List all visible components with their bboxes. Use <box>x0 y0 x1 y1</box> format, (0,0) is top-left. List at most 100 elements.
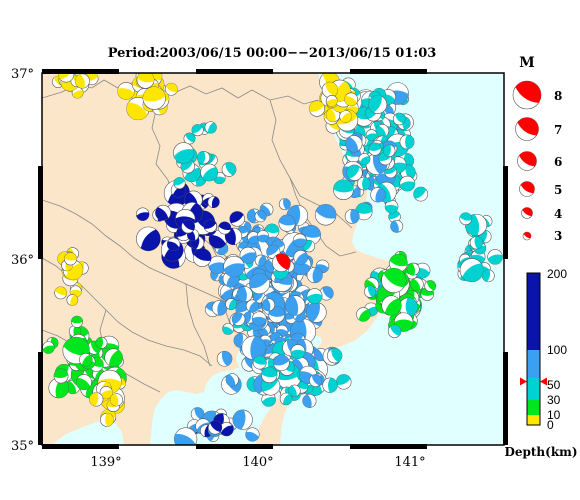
lon-tick-141: 141° <box>394 455 425 470</box>
depth-label-10: 10 <box>547 408 561 422</box>
focal-mechanism-event <box>66 294 79 306</box>
focal-mechanism-event <box>74 73 90 89</box>
focal-mechanism-event <box>370 187 386 203</box>
magnitude-label-8: 8 <box>554 89 562 103</box>
focal-mechanism-event <box>365 129 378 141</box>
lon-tick-139: 139° <box>90 455 121 470</box>
focal-mechanism-event <box>48 377 70 399</box>
focal-mechanism-event <box>54 286 68 300</box>
latitude-axis: 37° 36° 35° <box>11 67 34 454</box>
focal-mechanism-event <box>336 374 352 390</box>
focal-mechanism-event <box>155 204 171 221</box>
depth-scale-frame <box>526 272 541 426</box>
focal-mechanism-event <box>117 82 135 100</box>
focal-mechanism-event <box>308 100 325 117</box>
lon-tick-140: 140° <box>242 455 273 470</box>
depth-label-30: 30 <box>547 393 561 407</box>
focal-mechanism-event <box>208 255 227 275</box>
focal-mechanism-event <box>355 202 373 221</box>
focal-mechanism-event <box>256 230 270 243</box>
focal-mechanism-event <box>384 199 399 214</box>
map-frame-ticks <box>38 69 508 449</box>
focal-mechanism-event <box>79 353 93 367</box>
lat-tick-35: 35° <box>11 439 34 454</box>
focal-mechanism-event <box>364 285 377 298</box>
focal-mechanism-event <box>399 134 415 150</box>
focal-mechanism-event <box>399 175 416 192</box>
focal-mechanism-event <box>278 198 291 211</box>
focal-mechanism-event <box>368 95 388 114</box>
focal-mechanism-event <box>223 255 245 278</box>
focal-mechanism-event <box>345 135 363 153</box>
focal-mechanism-event <box>358 153 371 166</box>
focal-mechanism-event <box>216 351 233 367</box>
focal-mechanism-event <box>302 393 317 408</box>
focal-mechanism-event <box>382 144 396 157</box>
mainshock-depth-marker <box>520 377 547 386</box>
magnitude-label-7: 7 <box>554 123 562 137</box>
focal-mechanism-event <box>278 214 296 232</box>
focal-mechanism-event <box>459 212 473 226</box>
focal-mechanism-event <box>314 204 337 226</box>
map-panel <box>38 69 508 449</box>
focal-mechanism-event <box>109 393 124 407</box>
focal-mechanism-event <box>207 196 220 209</box>
focal-mechanism-event <box>249 273 270 295</box>
magnitude-legend-title: M <box>519 55 535 71</box>
focal-mechanism-event <box>357 176 371 191</box>
magnitude-label-4: 4 <box>554 207 562 221</box>
focal-mechanism-event <box>261 366 278 384</box>
focal-mechanism-event <box>53 368 69 384</box>
focal-mechanism-event <box>208 229 228 249</box>
focal-mechanism-event <box>174 427 198 445</box>
focal-mechanism-event <box>424 280 437 292</box>
focal-mechanism-event <box>241 335 266 361</box>
focal-mechanism-event <box>245 427 260 442</box>
depth-color-scale: 200 100 50 30 10 0 Depth(km) <box>504 267 577 459</box>
focal-mechanism-event <box>268 306 286 324</box>
depth-label-50: 50 <box>547 378 561 392</box>
focal-mechanism-event <box>232 409 253 430</box>
focal-mechanism-event <box>279 392 293 406</box>
focal-mechanism-event <box>356 307 371 322</box>
magnitude-label-6: 6 <box>554 155 562 169</box>
depth-band <box>527 273 540 350</box>
figure-title: Period:2003/06/15 00:00−−2013/06/15 01:0… <box>108 46 437 61</box>
focal-mechanism-event <box>406 262 420 276</box>
focal-mechanism-event <box>459 258 484 283</box>
depth-scale-title: Depth(km) <box>504 445 577 459</box>
magnitude-legend: M 8 7 6 5 4 3 <box>512 55 562 243</box>
focal-mechanism-event <box>99 385 113 400</box>
focal-mechanism-event <box>104 348 123 367</box>
focal-mechanism-event <box>136 73 155 89</box>
focal-mechanism-event <box>325 95 338 107</box>
focal-mechanism-event <box>225 373 239 387</box>
focal-mechanism-event <box>389 253 408 273</box>
focal-mechanism-event <box>327 348 343 364</box>
focal-mechanism-event <box>135 207 150 221</box>
focal-mechanism-event <box>306 267 323 284</box>
focal-mechanism-event <box>239 246 257 264</box>
focal-mechanism-event <box>288 384 301 397</box>
focal-mechanism-event <box>42 341 55 354</box>
focal-mechanism-event <box>344 92 358 107</box>
focal-mechanism-event <box>306 288 323 305</box>
focal-mechanism-event <box>392 112 406 126</box>
focal-mechanism-event <box>142 86 166 110</box>
magnitude-legend-ball <box>519 181 535 197</box>
focal-mechanism-event <box>208 420 223 435</box>
focal-mechanism-event <box>64 252 77 266</box>
focal-mechanism-event <box>221 162 237 177</box>
focal-mechanism-event <box>191 124 204 137</box>
focal-mechanism-event <box>487 249 503 265</box>
focal-mechanism-event <box>284 295 306 316</box>
focal-mechanism-event <box>231 312 246 326</box>
magnitude-legend-ball <box>521 207 533 219</box>
focal-mechanism-event <box>252 355 267 370</box>
focal-mechanism-event <box>251 311 267 327</box>
focal-mechanism-event <box>75 374 92 391</box>
focal-mechanism-event <box>292 233 307 248</box>
depth-label-100: 100 <box>547 343 567 357</box>
focal-mechanism-event <box>181 219 196 234</box>
